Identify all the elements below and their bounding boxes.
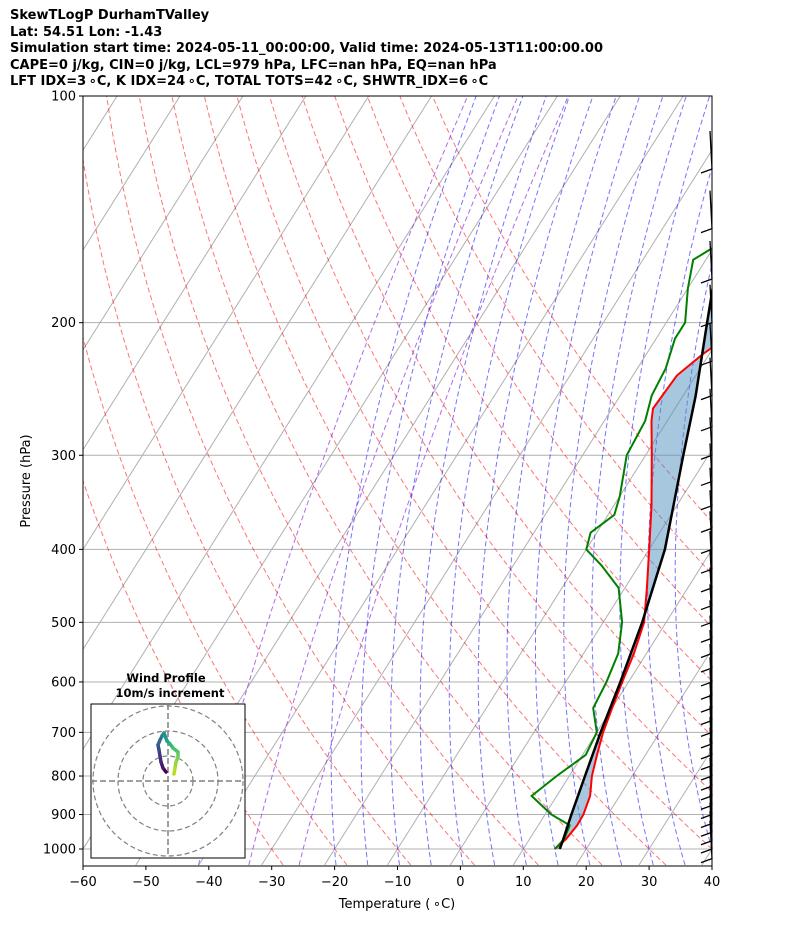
wind-barb — [700, 240, 713, 284]
title-line-4: CAPE=0 j/kg, CIN=0 j/kg, LCL=979 hPa, LF… — [10, 57, 497, 73]
x-tick-label: 0 — [456, 875, 464, 890]
inset-title: Wind Profile — [126, 671, 206, 685]
isotherm-line — [701, 848, 712, 866]
isotherm-line — [449, 448, 712, 866]
x-tick-label: 10 — [515, 875, 532, 890]
x-axis-label: Temperature ( ∘C) — [338, 897, 455, 912]
moist-adiabat — [390, 96, 524, 866]
x-tick-label: −60 — [69, 875, 96, 890]
dry-adiabat — [138, 96, 539, 866]
x-tick-label: −30 — [258, 875, 285, 890]
moist-adiabat — [674, 261, 712, 851]
isotherm-line — [83, 96, 433, 651]
x-tick-label: −40 — [195, 875, 222, 890]
x-tick-label: 30 — [641, 875, 658, 890]
y-tick-label: 500 — [51, 616, 76, 631]
y-axis-label: Pressure (hPa) — [19, 434, 34, 527]
cape-cin-shading — [554, 292, 712, 849]
y-tick-label: 1000 — [43, 843, 76, 858]
x-tick-label: −10 — [384, 875, 411, 890]
wind-profile-inset: Wind Profile 10m/s increment — [90, 671, 246, 859]
dry-adiabat — [431, 96, 712, 523]
mixing-ratio-line — [248, 96, 519, 866]
dry-adiabat — [301, 96, 712, 737]
moist-adiabat — [360, 96, 500, 866]
y-tick-label: 100 — [51, 90, 76, 105]
isotherm-line — [324, 249, 712, 866]
isotherm-line — [83, 96, 370, 551]
isotherm-line — [83, 96, 181, 251]
wind-barb — [700, 190, 713, 234]
temperature-line — [554, 346, 712, 850]
isotherm-line — [261, 149, 712, 866]
title-line-1: SkewTLogP DurhamTValley — [10, 8, 210, 23]
dry-adiabat — [171, 96, 603, 866]
y-tick-label: 300 — [51, 449, 76, 464]
inset-subtitle: 10m/s increment — [116, 686, 225, 700]
title-line-3: Simulation start time: 2024-05-11_00:00:… — [10, 41, 603, 56]
moist-adiabat — [647, 165, 712, 866]
y-tick-label: 900 — [51, 808, 76, 823]
isotherm-line — [83, 96, 307, 451]
y-tick-label: 400 — [51, 543, 76, 558]
y-tick-label: 200 — [51, 316, 76, 331]
title-line-5: LFT IDX=3 ∘C, K IDX=24 ∘C, TOTAL TOTS=42… — [10, 74, 489, 89]
title-line-2: Lat: 54.51 Lon: -1.43 — [10, 24, 163, 40]
mixing-ratio-line — [298, 96, 569, 866]
moist-adiabat — [330, 96, 477, 866]
dry-adiabat — [334, 96, 712, 682]
y-tick-label: 700 — [51, 726, 76, 741]
dry-adiabat — [83, 156, 412, 866]
y-tick-label: 600 — [51, 675, 76, 690]
x-tick-label: −20 — [321, 875, 348, 890]
moist-adiabat — [563, 96, 664, 866]
isotherm-line — [83, 96, 244, 351]
dry-adiabat — [203, 96, 667, 866]
x-tick-label: 20 — [578, 875, 595, 890]
dry-adiabat — [83, 479, 284, 866]
dry-adiabat — [83, 335, 348, 866]
hodograph-segment — [172, 766, 177, 776]
dry-adiabat — [366, 96, 712, 628]
x-tick-label: 40 — [704, 875, 721, 890]
x-tick-label: −50 — [132, 875, 159, 890]
dewpoint-line — [530, 247, 712, 850]
chart-title: SkewTLogP DurhamTValley Lat: 54.51 Lon: … — [10, 8, 603, 91]
dry-adiabat — [236, 96, 712, 850]
y-tick-label: 800 — [51, 770, 76, 785]
mixing-ratio-line — [198, 96, 469, 866]
dry-adiabat — [269, 96, 712, 793]
isotherm-line — [387, 348, 712, 866]
moist-adiabat — [448, 96, 570, 866]
isotherm-line — [575, 648, 712, 866]
parcel-line — [558, 284, 712, 850]
moist-adiabat — [477, 96, 594, 866]
dry-adiabat — [106, 96, 475, 866]
